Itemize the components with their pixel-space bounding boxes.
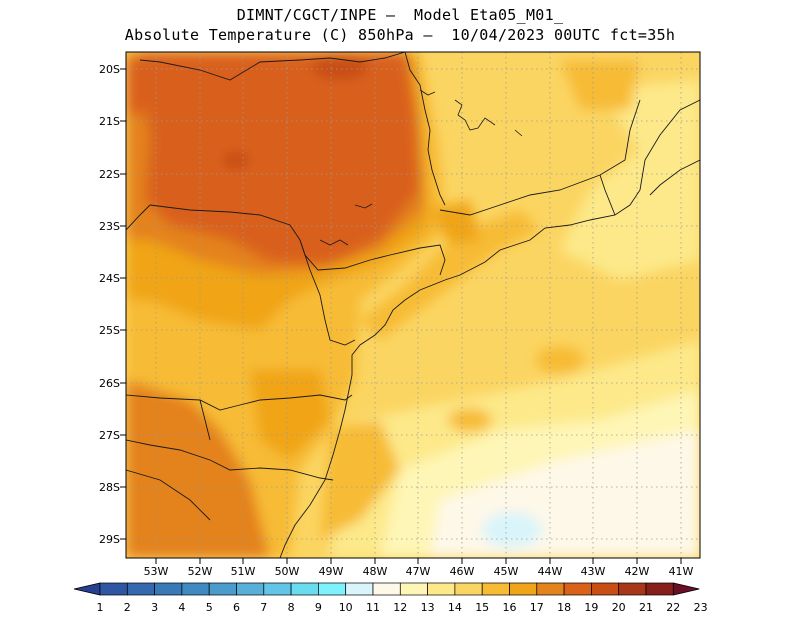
colorbar-swatch: [154, 582, 183, 596]
chart-title-line-1: DIMNT/CGCT/INPE – Model Eta05_M01_: [236, 6, 564, 24]
colorbar-label: 17: [530, 601, 544, 614]
lon-label: 47W: [406, 565, 431, 578]
lat-label: 27S: [99, 429, 120, 442]
colorbar-swatch: [618, 582, 647, 596]
colorbar-label: 9: [315, 601, 322, 614]
lat-label: 29S: [99, 533, 120, 546]
colorbar-label: 14: [448, 601, 462, 614]
colorbar-label: 13: [421, 601, 435, 614]
colorbar-arrow-high: [672, 582, 700, 596]
lon-label: 48W: [363, 565, 388, 578]
colorbar-label: 4: [178, 601, 185, 614]
colorbar-swatch: [263, 582, 292, 596]
colorbar-arrow-low: [73, 582, 101, 596]
colorbar-label: 7: [260, 601, 267, 614]
colorbar-swatch: [645, 582, 674, 596]
lat-label: 25S: [99, 324, 120, 337]
colorbar-swatch: [536, 582, 565, 596]
colorbar-label: 16: [503, 601, 517, 614]
colorbar-swatch: [509, 582, 538, 596]
lat-label: 28S: [99, 481, 120, 494]
colorbar-swatch: [208, 582, 237, 596]
lon-label: 52W: [188, 565, 213, 578]
colorbar-label: 6: [233, 601, 240, 614]
colorbar-label: 11: [366, 601, 380, 614]
colorbar-label: 2: [124, 601, 131, 614]
colorbar-label: 15: [475, 601, 489, 614]
colorbar-swatch: [481, 582, 510, 596]
colorbar-swatch: [591, 582, 620, 596]
temperature-field: [126, 52, 700, 558]
colorbar-swatch: [99, 582, 128, 596]
lat-label: 24S: [99, 272, 120, 285]
colorbar-swatch: [454, 582, 483, 596]
colorbar-label: 12: [393, 601, 407, 614]
colorbar-label: 18: [557, 601, 571, 614]
colorbar-swatch: [345, 582, 374, 596]
lon-label: 51W: [231, 565, 256, 578]
lon-label: 44W: [538, 565, 563, 578]
colorbar-label: 23: [694, 601, 708, 614]
colorbar-label: 1: [97, 601, 104, 614]
lat-label: 21S: [99, 115, 120, 128]
lon-label: 43W: [581, 565, 606, 578]
colorbar: 1 2 3 4 5 6 7 8 9 10 11 12 13 14 15 16 17 18 19 20 21 22 23: [73, 582, 708, 614]
chart-title-line-2: Absolute Temperature (C) 850hPa – 10/04/…: [124, 26, 676, 44]
colorbar-label: 21: [639, 601, 653, 614]
colorbar-swatch: [126, 582, 155, 596]
lat-label: 23S: [99, 220, 120, 233]
lon-label: 45W: [494, 565, 519, 578]
lon-label: 50W: [275, 565, 300, 578]
colorbar-swatch: [236, 582, 265, 596]
lat-label: 20S: [99, 63, 120, 76]
lat-label: 26S: [99, 377, 120, 390]
lat-label: 22S: [99, 168, 120, 181]
colorbar-swatch: [290, 582, 319, 596]
colorbar-swatch: [181, 582, 210, 596]
longitude-axis: 53W 52W 51W 50W 49W 48W 47W 46W 45W 44W …: [144, 558, 694, 578]
colorbar-swatch: [372, 582, 401, 596]
colorbar-label: 8: [288, 601, 295, 614]
colorbar-swatch: [318, 582, 347, 596]
lon-label: 49W: [319, 565, 344, 578]
gridlines: [126, 52, 700, 558]
latitude-axis: 20S 21S 22S 23S 24S 25S 26S 27S 28S 29S: [99, 63, 126, 546]
colorbar-swatch: [427, 582, 456, 596]
colorbar-label: 3: [151, 601, 158, 614]
colorbar-label: 22: [666, 601, 680, 614]
lon-label: 41W: [669, 565, 694, 578]
colorbar-swatch: [563, 582, 592, 596]
map-frame: [125, 51, 701, 559]
borders-coastline: [126, 52, 700, 558]
colorbar-label: 10: [339, 601, 353, 614]
colorbar-label: 20: [612, 601, 626, 614]
colorbar-label: 19: [584, 601, 598, 614]
lon-label: 46W: [450, 565, 475, 578]
lon-label: 42W: [625, 565, 650, 578]
reservoirs: [319, 89, 523, 246]
colorbar-label: 5: [206, 601, 213, 614]
lon-label: 53W: [144, 565, 169, 578]
colorbar-swatch: [399, 582, 428, 596]
